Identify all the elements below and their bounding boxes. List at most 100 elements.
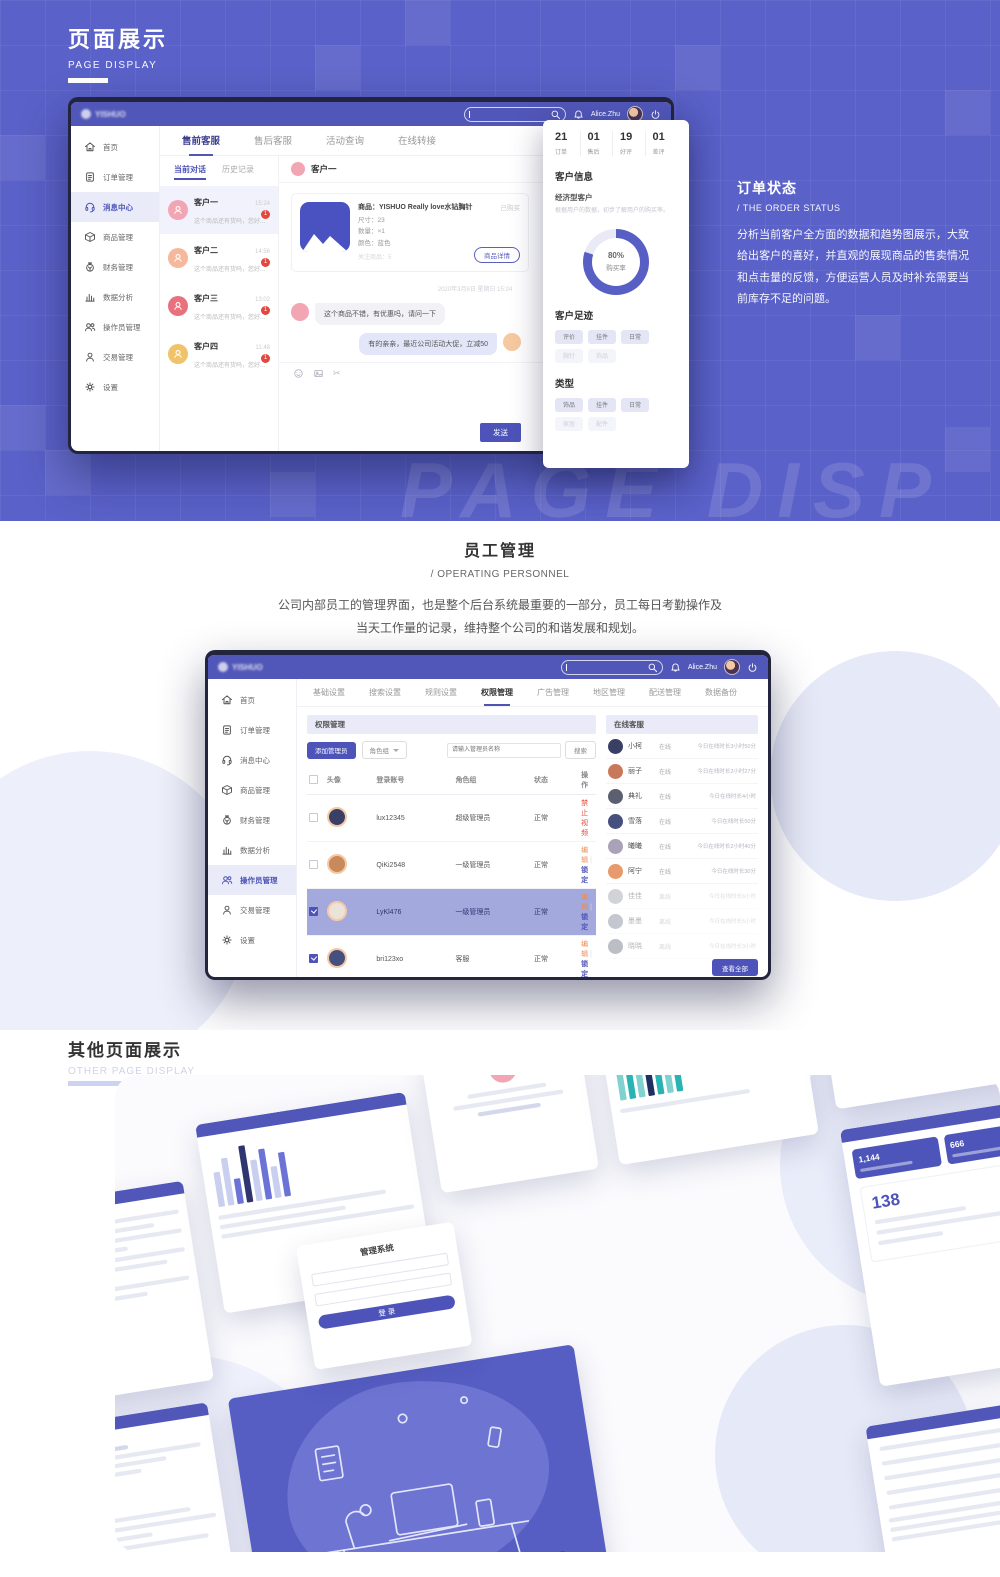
sidebar-item-orders[interactable]: 订单管理 [208, 715, 296, 745]
product-detail-button[interactable]: 商品详情 [474, 247, 520, 264]
collage-screen-profile[interactable] [420, 1075, 600, 1194]
tab-search[interactable]: 搜索设置 [369, 688, 401, 697]
footprint-tag[interactable]: 胸针 [555, 348, 584, 363]
online-agent-row[interactable]: 阿宁 在线 今日在线时长30分 [606, 859, 758, 884]
online-agent-row[interactable]: 墨墨 离线 今日在线时长5小时 [606, 909, 758, 934]
sidebar-item-home[interactable]: 首页 [71, 132, 159, 162]
online-agent-row[interactable]: 佳佳 离线 今日在线时长6小时 [606, 884, 758, 909]
sidebar-item-settings[interactable]: 设置 [208, 925, 296, 955]
tab-basic[interactable]: 基础设置 [313, 688, 345, 697]
search-button[interactable]: 搜索 [565, 741, 596, 759]
row-checkbox[interactable] [309, 953, 318, 963]
online-agent-row[interactable]: 典礼 在线 今日在线时长4小时 [606, 784, 758, 809]
sidebar-item-operators[interactable]: 操作员管理 [71, 312, 159, 342]
action-edit-link[interactable]: 编辑 [581, 894, 589, 911]
add-admin-button[interactable]: 添加管理员 [307, 741, 356, 759]
tab-presale[interactable]: 售前客服 [182, 133, 220, 147]
tab-history[interactable]: 历史记录 [222, 164, 254, 174]
tab-activity[interactable]: 活动查询 [326, 136, 365, 148]
action-lock-link[interactable]: 锁定 [581, 914, 589, 931]
select-all-checkbox[interactable] [309, 774, 318, 784]
view-all-button[interactable]: 查看全部 [712, 959, 758, 976]
collage-screen-calendar[interactable] [115, 1402, 245, 1552]
online-agent-row[interactable]: 丽子 在线 今日在线时长2小时27分 [606, 759, 758, 784]
collage-screen-illustration[interactable] [227, 1344, 612, 1552]
sidebar-item-settings[interactable]: 设置 [71, 372, 159, 402]
collage-screen-dashboard[interactable]: 1,144 666 43 ¥21,848 138 [839, 1075, 1000, 1387]
stat-value: 01 [652, 131, 665, 143]
type-tag[interactable]: 配件 [588, 416, 617, 431]
chat-list-item[interactable]: 客户四这个商品还有货吗，您好... 11:48 1 [160, 330, 278, 378]
type-tag[interactable]: 挂件 [588, 397, 617, 412]
sidebar-item-analytics[interactable]: 数据分析 [71, 282, 159, 312]
collage-screen-login-modal[interactable]: 管理系统 登 录 [295, 1221, 473, 1371]
tab-delivery[interactable]: 配送管理 [649, 688, 681, 697]
sidebar-item-messages[interactable]: 消息中心 [71, 192, 159, 222]
sidebar-item-orders[interactable]: 订单管理 [71, 162, 159, 192]
footprint-tag[interactable]: 日常 [621, 329, 650, 344]
collage-screen-donut[interactable] [811, 1075, 1000, 1110]
chat-list-item[interactable]: 客户三这个商品还有货吗，您好... 13:02 1 [160, 282, 278, 330]
tab-aftersale[interactable]: 售后客服 [254, 136, 293, 148]
type-tag[interactable]: 饰品 [555, 397, 584, 412]
sidebar-item-messages[interactable]: 消息中心 [208, 745, 296, 775]
type-tag[interactable]: 日常 [621, 397, 650, 412]
sidebar-item-finance[interactable]: 财务管理 [208, 805, 296, 835]
tab-backup[interactable]: 数据备份 [705, 688, 737, 697]
type-tag[interactable]: 家居 [555, 416, 584, 431]
collage-screen-amounts[interactable]: ¥15570.25 ¥957.03 ¥318.59 ¥255.16 ¥635.2… [865, 1372, 1000, 1552]
power-icon[interactable] [747, 662, 758, 673]
bell-icon[interactable] [573, 109, 584, 120]
collage-screen-table[interactable] [115, 1180, 214, 1418]
scissors-icon[interactable]: ✂ [333, 368, 341, 378]
role-filter-dropdown[interactable]: 角色组 [361, 741, 407, 759]
sidebar-item-trade[interactable]: 交易管理 [71, 342, 159, 372]
sidebar-item-home[interactable]: 首页 [208, 685, 296, 715]
action-lock-link[interactable]: 锁定 [581, 961, 589, 978]
online-agent-row[interactable]: 曦曦 在线 今日在线时长2小时40分 [606, 834, 758, 859]
sidebar-item-trade[interactable]: 交易管理 [208, 895, 296, 925]
tab-permissions[interactable]: 权限管理 [481, 688, 513, 697]
table-row[interactable]: lux12345 超级管理员 正常 禁止视频 [307, 794, 596, 842]
product-card[interactable]: 商品：YISHUO Really love水钻胸针 尺寸：23 数量：×1 颜色… [291, 192, 529, 273]
sidebar-item-products[interactable]: 商品管理 [208, 775, 296, 805]
online-agent-row[interactable]: 雪落 在线 今日在线时长50分 [606, 809, 758, 834]
chat-input[interactable] [279, 383, 531, 423]
online-agent-row[interactable]: 晓晓 离线 今日在线时长3小时 [606, 934, 758, 959]
online-agent-row[interactable]: 小柯 在线 今日在线时长3小时50分 [606, 734, 758, 759]
tab-ads[interactable]: 广告管理 [537, 688, 569, 697]
row-checkbox[interactable] [309, 859, 318, 869]
tab-transfer[interactable]: 在线转接 [398, 136, 437, 148]
action-edit-link[interactable]: 编辑 [581, 847, 589, 864]
global-search-input[interactable] [463, 106, 566, 122]
action-edit-link[interactable]: 编辑 [581, 941, 589, 958]
tab-region[interactable]: 地区管理 [593, 688, 625, 697]
collage-screen-columns[interactable] [595, 1075, 819, 1166]
table-row-selected[interactable]: LyKl476 一级管理员 正常 编辑 |锁定 [307, 888, 596, 936]
footprint-tag[interactable]: 饰品 [588, 348, 617, 363]
row-checkbox[interactable] [309, 906, 318, 916]
image-icon[interactable] [313, 368, 324, 379]
row-checkbox[interactable] [309, 812, 318, 822]
emoji-icon[interactable] [293, 368, 304, 379]
sidebar-item-finance[interactable]: 财务管理 [71, 252, 159, 282]
table-row[interactable]: bri123xo 客服 正常 编辑 |锁定 [307, 935, 596, 978]
power-icon[interactable] [650, 109, 661, 120]
sidebar-item-operators[interactable]: 操作员管理 [208, 865, 296, 895]
chat-list-item[interactable]: 客户一这个商品还有货吗，您好... 15:24 1 [160, 185, 278, 234]
table-row[interactable]: QiKi2548 一级管理员 正常 编辑 |锁定 [307, 841, 596, 889]
sidebar-item-products[interactable]: 商品管理 [71, 222, 159, 252]
sidebar-item-analytics[interactable]: 数据分析 [208, 835, 296, 865]
bell-icon[interactable] [670, 662, 681, 673]
action-lock-link[interactable]: 锁定 [581, 867, 589, 884]
action-forbid-link[interactable]: 禁止视频 [581, 800, 589, 837]
chat-list-item[interactable]: 客户二这个商品还有货吗，您好... 14:56 1 [160, 234, 278, 282]
tab-rules[interactable]: 规则设置 [425, 688, 457, 697]
tab-current-chats[interactable]: 当前对话 [174, 164, 206, 180]
global-search-input[interactable] [560, 659, 663, 675]
admin-search-input[interactable] [447, 742, 561, 758]
send-button[interactable]: 发送 [480, 423, 521, 442]
avatar[interactable] [724, 659, 740, 675]
footprint-tag[interactable]: 挂件 [588, 329, 617, 344]
footprint-tag[interactable]: 评价 [555, 329, 584, 344]
